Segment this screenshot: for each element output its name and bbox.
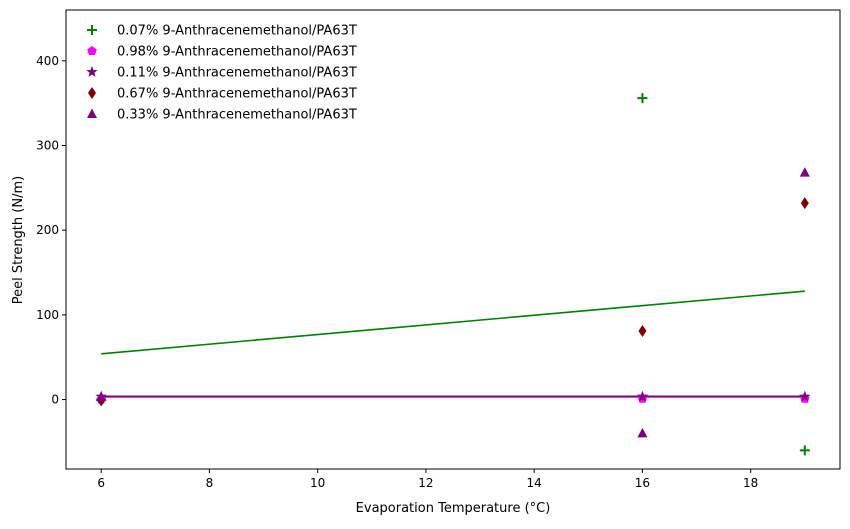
data-point-series-0-1 (637, 93, 648, 104)
legend-marker-3 (88, 87, 96, 99)
data-point-series-0-2 (799, 445, 810, 456)
legend-label-2: 0.11% 9-Anthracenemethanol/PA63T (117, 66, 357, 81)
y-axis-label: Peel Strength (N/m) (11, 176, 26, 304)
x-tick-label: 16 (635, 476, 650, 490)
data-point-series-3-1 (638, 324, 647, 337)
data-point-series-3-2 (800, 197, 809, 210)
data-point-series-4-1 (637, 427, 648, 438)
data-point-series-2-2 (799, 390, 811, 402)
legend-item-0: 0.07% 9-Anthracenemethanol/PA63T (87, 24, 357, 39)
x-tick-label: 12 (418, 476, 433, 490)
fit-line-series-0 (101, 290, 805, 355)
data-point-series-4-0 (96, 391, 107, 402)
legend-item-1: 0.98% 9-Anthracenemethanol/PA63T (87, 45, 357, 60)
legend-item-4: 0.33% 9-Anthracenemethanol/PA63T (87, 108, 357, 123)
data-point-series-2-1 (636, 390, 649, 402)
x-tick-label: 6 (97, 476, 105, 490)
y-axis-ticks: 0 100 200 300 400 (36, 54, 66, 407)
legend-label-3: 0.67% 9-Anthracenemethanol/PA63T (117, 87, 357, 102)
y-tick-label: 300 (36, 138, 59, 152)
y-tick-label: 200 (36, 223, 59, 237)
legend-label-1: 0.98% 9-Anthracenemethanol/PA63T (117, 45, 357, 60)
legend: 0.07% 9-Anthracenemethanol/PA63T 0.98% 9-… (86, 24, 357, 123)
plot-frame (65, 9, 841, 470)
legend-item-3: 0.67% 9-Anthracenemethanol/PA63T (88, 87, 357, 102)
legend-marker-0 (87, 25, 97, 35)
legend-marker-4 (87, 108, 97, 118)
fit-lines (101, 290, 805, 398)
legend-label-4: 0.33% 9-Anthracenemethanol/PA63T (117, 108, 357, 123)
legend-marker-2 (86, 66, 98, 77)
y-tick-label: 0 (51, 393, 59, 407)
y-tick-label: 400 (36, 54, 59, 68)
legend-item-2: 0.11% 9-Anthracenemethanol/PA63T (86, 66, 357, 81)
x-tick-label: 10 (310, 476, 325, 490)
x-axis-ticks: 6 8 10 12 14 16 18 (97, 469, 758, 490)
x-tick-label: 18 (743, 476, 758, 490)
x-axis-label: Evaporation Temperature (°C) (356, 501, 551, 516)
data-point-series-4-2 (799, 167, 810, 177)
x-tick-label: 14 (527, 476, 542, 490)
legend-label-0: 0.07% 9-Anthracenemethanol/PA63T (117, 24, 357, 39)
x-tick-label: 8 (206, 476, 214, 490)
legend-marker-1 (87, 46, 97, 56)
data-points (95, 93, 811, 456)
y-tick-label: 100 (36, 308, 59, 322)
